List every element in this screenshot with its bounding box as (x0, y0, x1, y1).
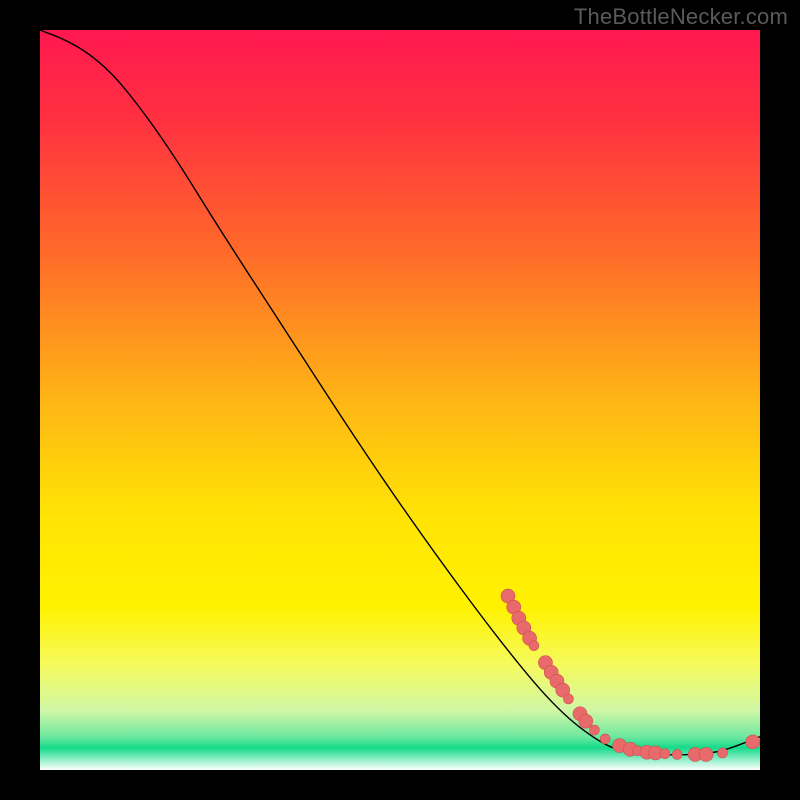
data-point (579, 714, 593, 728)
data-point (600, 734, 610, 744)
plot-area (40, 30, 760, 770)
gradient-background (40, 30, 760, 770)
data-point (529, 641, 539, 651)
watermark-text: TheBottleNecker.com (574, 4, 788, 30)
chart-frame: TheBottleNecker.com (0, 0, 800, 800)
data-point (589, 725, 599, 735)
bottleneck-curve-chart (40, 30, 760, 770)
data-point (699, 747, 713, 761)
data-point (746, 735, 760, 749)
data-point (672, 749, 682, 759)
data-point (718, 748, 728, 758)
data-point (660, 749, 670, 759)
data-point (563, 694, 573, 704)
